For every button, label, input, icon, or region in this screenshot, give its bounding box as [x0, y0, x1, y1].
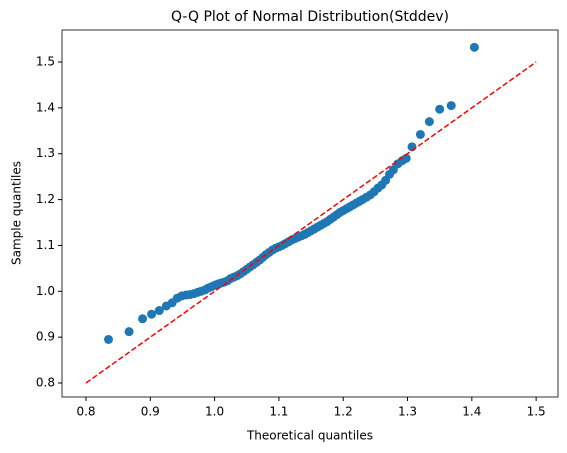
y-tick-label: 1.2 — [36, 192, 55, 206]
point — [435, 104, 445, 114]
x-tick-label: 1.2 — [334, 405, 353, 419]
plot-frame — [61, 29, 559, 398]
point — [446, 101, 456, 111]
y-axis-label: Sample quantiles — [10, 161, 24, 265]
x-axis-label: Theoretical quantiles — [246, 429, 373, 443]
x-tick-label: 1.0 — [205, 405, 224, 419]
x-tick-label: 0.9 — [141, 405, 160, 419]
y-tick-label: 0.9 — [36, 330, 55, 344]
x-tick-label: 0.8 — [76, 405, 95, 419]
y-tick-label: 1.5 — [36, 55, 55, 69]
point — [154, 306, 164, 316]
point — [138, 314, 148, 324]
y-tick-label: 0.8 — [36, 376, 55, 390]
point — [469, 42, 479, 52]
chart-title: Q-Q Plot of Normal Distribution(Stddev) — [171, 9, 449, 25]
y-tick-label: 1.3 — [36, 146, 55, 160]
point — [103, 334, 113, 344]
x-tick-label: 1.1 — [269, 405, 288, 419]
y-tick-label: 1.4 — [36, 100, 55, 114]
x-tick-label: 1.4 — [462, 405, 481, 419]
point — [124, 327, 134, 337]
reference-line — [85, 61, 537, 384]
point — [415, 129, 425, 139]
point — [147, 309, 157, 319]
x-tick-label: 1.3 — [398, 405, 417, 419]
y-tick-label: 1.0 — [36, 284, 55, 298]
y-tick-label: 1.1 — [36, 238, 55, 252]
point — [401, 153, 411, 163]
x-tick-label: 1.5 — [527, 405, 546, 419]
point — [424, 117, 434, 127]
